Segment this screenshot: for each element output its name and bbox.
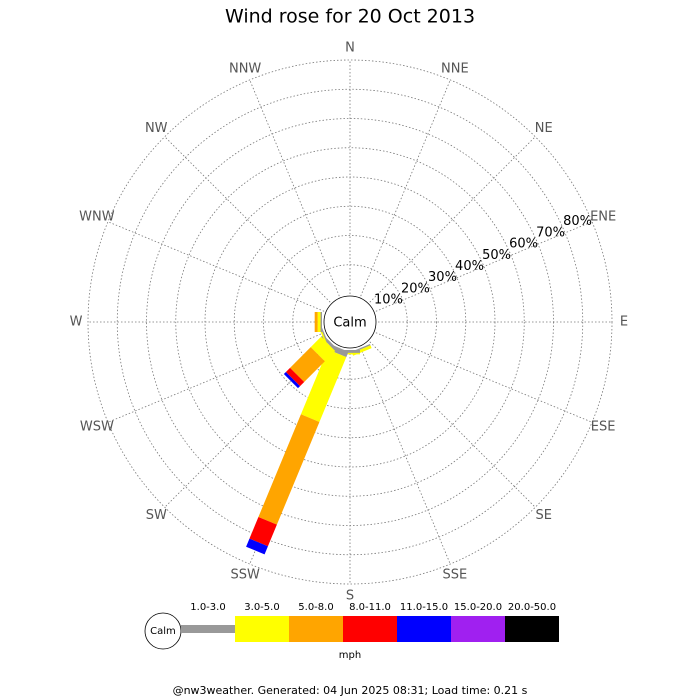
bar-segment xyxy=(300,349,347,422)
footer: @nw3weather. Generated: 04 Jun 2025 08:3… xyxy=(173,684,528,697)
r-tick-label: 30% xyxy=(428,270,457,285)
spoke xyxy=(249,79,340,297)
bar-segment xyxy=(290,347,325,382)
spoke xyxy=(375,221,593,312)
legend-label: 1.0-3.0 xyxy=(190,602,225,613)
direction-label: ESE xyxy=(591,419,616,434)
r-tick-label: 80% xyxy=(563,214,592,229)
direction-label: N xyxy=(345,41,355,56)
legend-swatch xyxy=(451,616,505,642)
legend-label: 15.0-20.0 xyxy=(454,602,502,613)
direction-label: WSW xyxy=(80,419,114,434)
direction-bars xyxy=(340,350,360,355)
legend-calm-label: Calm xyxy=(150,626,176,637)
legend-label: 8.0-11.0 xyxy=(349,602,391,613)
r-tick-label: 20% xyxy=(401,281,430,296)
r-tick-label: 40% xyxy=(455,259,484,274)
legend-swatch xyxy=(235,616,289,642)
direction-label: SE xyxy=(536,508,552,523)
direction-label: SSE xyxy=(442,568,467,583)
direction-bars xyxy=(246,344,349,555)
direction-label: NE xyxy=(535,121,553,136)
legend-swatch xyxy=(397,616,451,642)
r-tick-label: 60% xyxy=(509,237,538,252)
direction-label: S xyxy=(346,589,354,604)
legend-swatch xyxy=(505,616,559,642)
bar-segment xyxy=(317,312,321,332)
direction-label: SSW xyxy=(230,568,260,583)
grid-ring xyxy=(175,147,525,497)
direction-label: NNE xyxy=(441,61,469,76)
direction-label: ENE xyxy=(590,210,616,225)
direction-label: SW xyxy=(146,508,167,523)
spoke xyxy=(360,79,451,297)
direction-label: NNW xyxy=(229,61,261,76)
bar-segment xyxy=(340,350,360,353)
legend-label: 11.0-15.0 xyxy=(400,602,448,613)
grid-ring xyxy=(87,59,613,585)
legend-swatch xyxy=(343,616,397,642)
chart-title: Wind rose for 20 Oct 2013 xyxy=(225,6,475,28)
bar-segment xyxy=(249,516,277,547)
spoke xyxy=(369,341,536,508)
units-label: mph xyxy=(339,650,361,661)
spoke xyxy=(164,136,331,303)
r-tick-label: 50% xyxy=(482,248,511,263)
spoke xyxy=(375,332,593,423)
bar-segment xyxy=(310,336,336,362)
spoke xyxy=(107,332,325,423)
bar-segment xyxy=(320,312,323,332)
bar-segment xyxy=(258,414,320,525)
spoke xyxy=(107,221,325,312)
legend-label: 3.0-5.0 xyxy=(244,602,279,613)
r-tick-label: 10% xyxy=(374,293,403,308)
legend-label: 5.0-8.0 xyxy=(298,602,333,613)
direction-bars xyxy=(314,312,323,332)
legend-label: 20.0-50.0 xyxy=(508,602,556,613)
direction-label: WNW xyxy=(79,210,115,225)
legend-swatch xyxy=(289,616,343,642)
direction-label: W xyxy=(70,315,83,330)
bar-segment xyxy=(283,371,301,389)
bar-segment xyxy=(246,538,268,555)
direction-label: NW xyxy=(145,121,168,136)
spoke xyxy=(369,136,536,303)
r-tick-label: 70% xyxy=(536,225,565,240)
bar-segment xyxy=(340,352,360,355)
direction-label: E xyxy=(620,315,628,330)
calm-circle xyxy=(323,295,377,349)
calm-label: Calm xyxy=(333,316,366,331)
grid-ring xyxy=(263,235,437,409)
bar-segment xyxy=(285,367,305,387)
grid-ring xyxy=(116,88,584,556)
legend-swatch xyxy=(181,625,235,633)
bar-segment xyxy=(314,312,318,332)
spoke xyxy=(360,347,451,565)
